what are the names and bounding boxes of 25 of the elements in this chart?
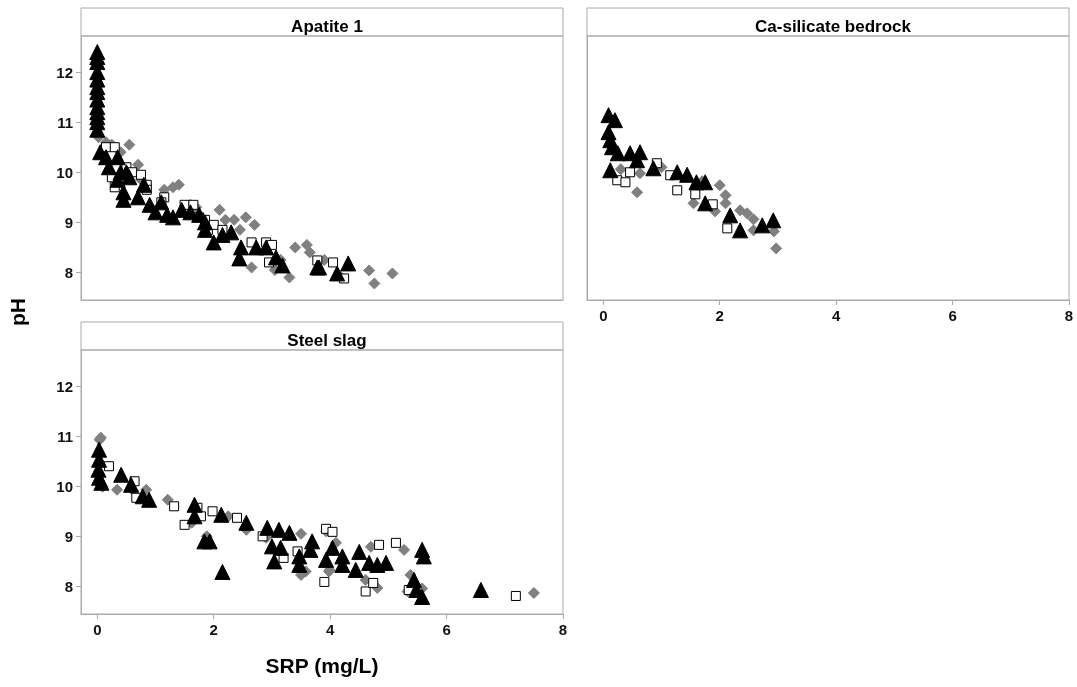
chart-title: Steel slag — [287, 331, 367, 350]
y-tick-label: 12 — [56, 63, 73, 81]
chart-title: Ca-silicate bedrock — [755, 17, 912, 36]
x-tick-label: 6 — [442, 621, 451, 638]
x-tick-label: 6 — [948, 307, 957, 324]
y-axis-title: pH — [6, 297, 30, 328]
y-tick-label: 10 — [56, 477, 73, 495]
x-tick-label: 0 — [599, 307, 608, 324]
y-tick-label: 11 — [57, 113, 73, 131]
x-tick-label: 8 — [558, 621, 568, 638]
y-tick-label: 9 — [64, 527, 73, 545]
y-tick-label: 12 — [56, 377, 73, 395]
x-tick-label: 0 — [93, 621, 102, 638]
x-tick-label: 2 — [209, 621, 218, 638]
x-axis-title: SRP (mg/L) — [264, 654, 380, 678]
y-tick-label: 10 — [56, 163, 73, 181]
y-tick-label: 9 — [64, 213, 73, 231]
chart-title: Apatite 1 — [291, 17, 363, 36]
x-tick-label: 2 — [715, 307, 724, 324]
x-tick-label: 4 — [831, 307, 841, 324]
x-tick-label: 8 — [1064, 307, 1074, 324]
x-tick-label: 4 — [325, 621, 335, 638]
y-tick-label: 11 — [57, 427, 73, 445]
y-tick-label: 8 — [64, 263, 73, 281]
y-tick-label: 8 — [64, 577, 73, 595]
